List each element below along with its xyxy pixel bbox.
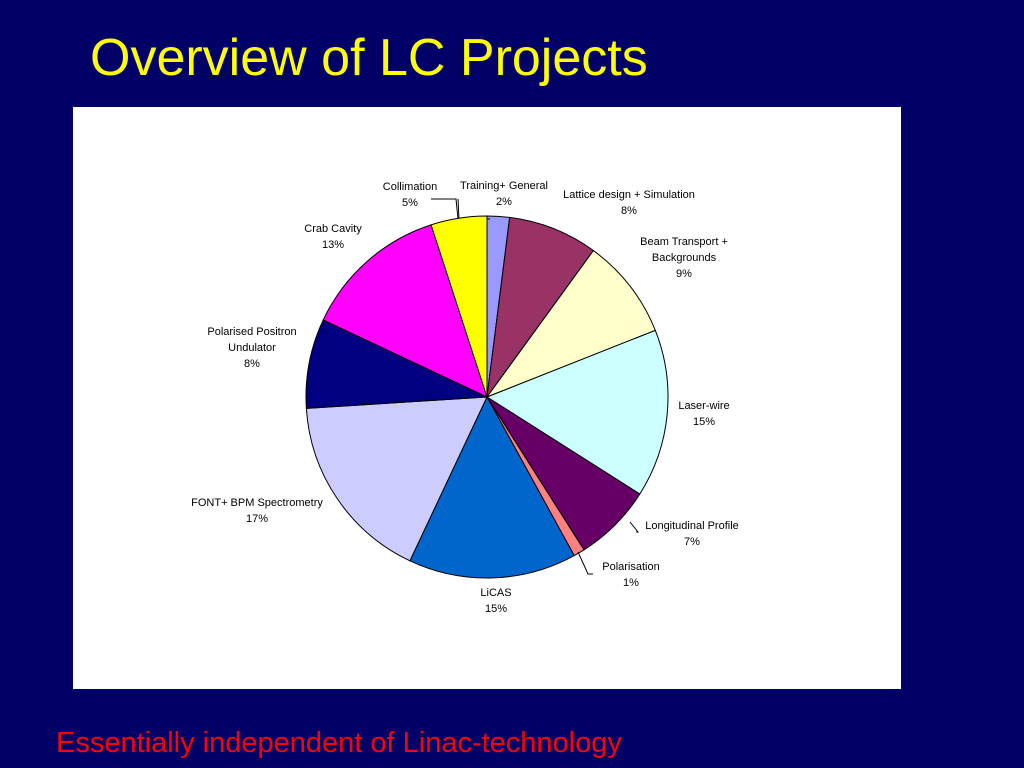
slice-label: Crab Cavity 13%	[304, 221, 361, 253]
slice-label: Polarisation 1%	[602, 559, 659, 591]
pie-slice	[486, 216, 595, 398]
leader-line	[629, 521, 640, 533]
leader-line	[577, 551, 593, 575]
slice-name: Laser-wire	[678, 400, 730, 412]
pie-slice	[305, 396, 488, 562]
slice-label: Laser-wire 15%	[678, 398, 729, 430]
slice-percent: 13%	[321, 239, 345, 251]
slice-percent: 17%	[245, 513, 269, 525]
pie-slice	[322, 224, 488, 398]
slice-percent: 5%	[402, 197, 418, 209]
pie-slice	[409, 395, 575, 579]
slice-name: Polarised Positron Undulator	[207, 326, 297, 354]
footer-note: Essentially independent of Linac-technol…	[56, 727, 622, 759]
slice-name: Collimation	[382, 181, 438, 193]
slice-label: LiCAS 15%	[480, 585, 511, 617]
slice-label: Beam Transport + Backgrounds 9%	[628, 234, 740, 282]
slice-percent: 8%	[244, 358, 260, 370]
chart-area: Training+ General 2% Lattice design + Simu…	[73, 107, 901, 689]
slice-name: LiCAS	[480, 587, 512, 599]
pie-slice	[305, 319, 488, 409]
slice-name: Longitudinal Profile	[645, 520, 739, 532]
slice-name: Polarisation	[602, 561, 660, 573]
slice-percent: 15%	[692, 416, 716, 428]
leader-line	[431, 198, 459, 220]
pie-slice	[485, 249, 656, 399]
slide-title: Overview of LC Projects	[90, 29, 648, 87]
slice-name: Beam Transport + Backgrounds	[640, 236, 728, 264]
slice-name: Training+ General	[460, 180, 548, 192]
slice-name: Lattice design + Simulation	[563, 189, 695, 201]
slice-percent: 1%	[623, 577, 639, 589]
slice-label: Lattice design + Simulation 8%	[563, 187, 695, 219]
slice-percent: 8%	[621, 205, 637, 217]
slice-percent: 9%	[676, 268, 692, 280]
pie-slice	[485, 329, 669, 495]
slice-percent: 7%	[684, 536, 700, 548]
slice-percent: 15%	[484, 603, 508, 615]
chart	[305, 198, 669, 579]
slice-label: Training+ General 2%	[460, 178, 548, 210]
slice-label: Collimation 5%	[383, 179, 437, 211]
slice-name: FONT+ BPM Spectrometry	[191, 497, 323, 509]
slice-label: Longitudinal Profile 7%	[645, 518, 739, 550]
pie-slice	[430, 215, 488, 398]
slice-label: FONT+ BPM Spectrometry 17%	[191, 495, 323, 527]
slice-name: Crab Cavity	[304, 223, 362, 235]
slice-percent: 2%	[496, 196, 512, 208]
slice-label: Polarised Positron Undulator 8%	[196, 324, 308, 372]
